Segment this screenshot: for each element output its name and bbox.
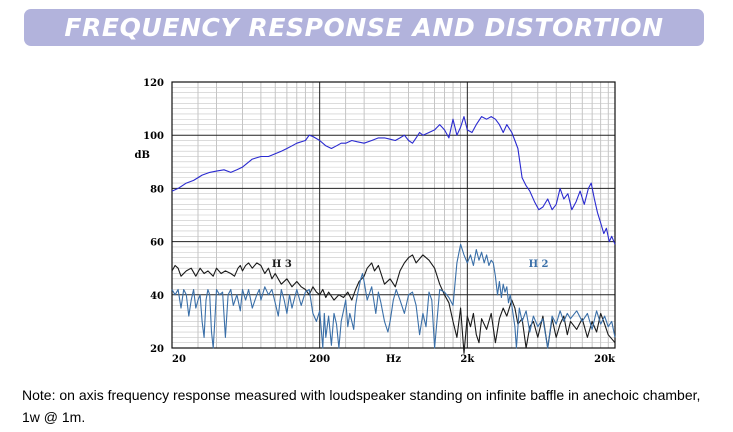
chart-labels: 20 40 60 80 100 120 dB 20 200 2k 20k Hz H 3 H 2 [135,78,617,365]
series-line-h3 [171,254,616,354]
series-label-h3: H 3 [272,259,292,270]
x-axis-label: Hz [386,354,401,365]
x-tick-label: 20k [594,354,616,365]
x-tick-label: 20 [172,354,186,365]
x-tick-label: 2k [460,354,475,365]
frequency-response-chart: 20 40 60 80 100 120 dB 20 200 2k 20k Hz H 3 H 2 [135,78,617,365]
chart-grid [171,81,616,349]
y-tick-label: 120 [143,78,164,89]
y-tick-label: 60 [150,238,164,249]
y-tick-label: 100 [143,131,164,142]
series-label-h2: H 2 [529,259,549,270]
y-axis-label: dB [135,150,150,161]
title-banner: FREQUENCY RESPONSE AND DISTORTION [24,9,704,46]
banner-title: FREQUENCY RESPONSE AND DISTORTION [64,13,664,42]
series-line-response [171,116,616,245]
plot-frame [171,81,616,349]
chart-series [171,116,616,354]
x-tick-label: 200 [309,354,330,365]
measurement-note: Note: on axis frequency response measure… [22,387,701,425]
series-line-h2 [171,243,616,349]
y-tick-label: 80 [150,184,164,195]
y-tick-label: 20 [150,344,164,355]
y-tick-label: 40 [150,291,164,302]
